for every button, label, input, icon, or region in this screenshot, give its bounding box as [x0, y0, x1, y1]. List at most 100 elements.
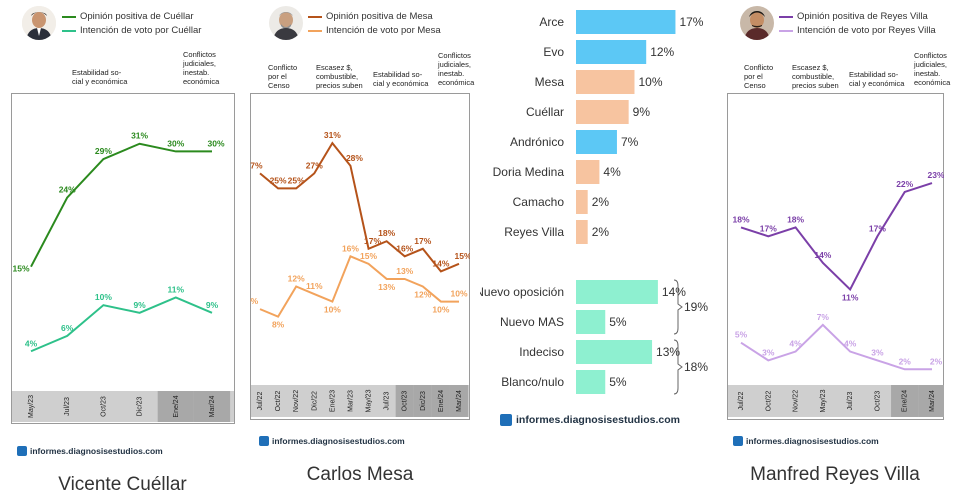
x-tick-label: Oct/23	[100, 396, 107, 417]
bar-category-label: Reyes Villa	[504, 225, 564, 239]
bar-category-label: Nuevo oposición	[480, 285, 564, 299]
annotation: Conflictos judiciales, inestab. económic…	[914, 51, 951, 87]
axis-band-highlight	[449, 385, 469, 417]
legend-cuellar: Opinión positiva de Cuéllar Intención de…	[62, 10, 201, 38]
data-label: 15%	[12, 264, 29, 274]
axis-band-highlight	[395, 385, 414, 417]
axis-band-highlight	[918, 385, 944, 417]
bar	[576, 70, 635, 94]
axis-band-highlight	[891, 385, 919, 417]
bar-value-label: 5%	[609, 375, 627, 389]
data-label: 12%	[288, 273, 305, 283]
series-line	[740, 323, 932, 371]
x-tick-label: May/23	[366, 389, 373, 412]
bar-category-label: Mesa	[535, 75, 565, 89]
avatar-cuellar	[22, 6, 56, 40]
brand-logo-icon	[17, 446, 27, 456]
bar	[576, 40, 647, 64]
data-label: 3%	[762, 347, 775, 357]
x-tick-label: Mar/24	[209, 396, 216, 418]
bar-value-label: 12%	[650, 45, 674, 59]
data-label: 17%	[364, 236, 381, 246]
bar	[576, 310, 606, 334]
bar-category-label: Indeciso	[519, 345, 564, 359]
avatar-mesa	[269, 6, 303, 40]
brand-url: informes.diagnosisestudios.com	[272, 436, 405, 446]
annotation: Estabilidad so- cial y económica	[72, 68, 128, 86]
data-label: 4%	[25, 338, 38, 348]
x-tick-label: Dic/23	[420, 391, 427, 411]
legend-label: Opinión positiva de Reyes Villa	[797, 11, 928, 22]
bar-value-label: 13%	[656, 345, 680, 359]
bar	[576, 280, 658, 304]
axis-band-highlight	[157, 391, 194, 422]
bar-value-label: 2%	[592, 225, 610, 239]
data-label: 31%	[324, 130, 341, 140]
data-label: 11%	[306, 281, 323, 291]
x-tick-label: Jul/23	[384, 392, 391, 411]
series-line	[740, 182, 933, 292]
legend-item: Intención de voto por Reyes Villa	[779, 24, 936, 38]
legend-swatch	[62, 30, 76, 32]
x-tick-label: Mar/23	[347, 390, 354, 412]
data-label: 2%	[899, 356, 912, 366]
bar	[576, 100, 629, 124]
brand-mark: informes.diagnosisestudios.com	[259, 436, 405, 446]
brand-logo-icon	[500, 414, 512, 426]
brand-logo-icon	[259, 436, 269, 446]
data-label: 17%	[414, 236, 431, 246]
group-bracket	[673, 279, 683, 335]
bar-value-label: 2%	[592, 195, 610, 209]
avatar-reyes-villa	[740, 6, 774, 40]
bar	[576, 160, 600, 184]
legend-swatch	[779, 16, 793, 18]
bar-value-label: 17%	[679, 15, 703, 29]
legend-label: Opinión positiva de Mesa	[326, 11, 433, 22]
bar	[576, 10, 676, 34]
bar-category-label: Doria Medina	[493, 165, 565, 179]
legend-item: Opinión positiva de Mesa	[308, 10, 441, 24]
data-label: 25%	[270, 175, 287, 185]
bar-value-label: 9%	[633, 105, 651, 119]
data-label: 9%	[250, 296, 259, 306]
legend-swatch	[62, 16, 76, 18]
bar	[576, 340, 653, 364]
data-label: 30%	[167, 138, 184, 148]
bar-value-label: 10%	[639, 75, 663, 89]
group-bracket	[673, 339, 683, 395]
annotation: Escasez $, combustible, precios suben	[792, 63, 839, 90]
x-tick-label: Ene/24	[902, 390, 909, 412]
legend-label: Intención de voto por Mesa	[326, 25, 441, 36]
legend-label: Intención de voto por Reyes Villa	[797, 25, 936, 36]
x-tick-label: Oct/22	[765, 391, 772, 412]
data-label: 10%	[432, 305, 449, 315]
data-label: 28%	[346, 153, 363, 163]
data-label: 17%	[760, 223, 777, 233]
data-label: 9%	[206, 300, 219, 310]
axis-band-highlight	[193, 391, 231, 422]
data-label: 13%	[396, 266, 413, 276]
data-label: 29%	[95, 146, 112, 156]
data-label: 11%	[168, 284, 185, 294]
data-label: 24%	[59, 185, 76, 195]
annotation: Conflictos judiciales, inestab. económic…	[438, 51, 475, 87]
group-total-label: 19%	[684, 300, 708, 314]
data-label: 15%	[360, 251, 377, 261]
x-tick-label: Ene/24	[438, 390, 445, 412]
data-label: 3%	[871, 347, 884, 357]
data-label: 14%	[814, 250, 831, 260]
legend-swatch	[779, 30, 793, 32]
data-label: 18%	[378, 228, 395, 238]
data-label: 18%	[732, 214, 749, 224]
legend-label: Opinión positiva de Cuéllar	[80, 11, 194, 22]
bar-value-label: 5%	[609, 315, 627, 329]
caption-mesa: Carlos Mesa	[306, 464, 414, 485]
chart-panel-mesa	[250, 93, 470, 420]
line-chart-reyes-villa: Jul/22 Oct/22 Nov/22 May/23 Jul/23 Oct/23 Ene/…	[728, 170, 944, 417]
legend-reyes-villa: Opinión positiva de Reyes Villa Intenció…	[779, 10, 936, 38]
data-label: 12%	[414, 289, 431, 299]
data-label: 6%	[61, 323, 74, 333]
data-label: 17%	[869, 223, 886, 233]
bar-category-label: Nuevo MAS	[500, 315, 564, 329]
data-label: 16%	[342, 243, 359, 253]
